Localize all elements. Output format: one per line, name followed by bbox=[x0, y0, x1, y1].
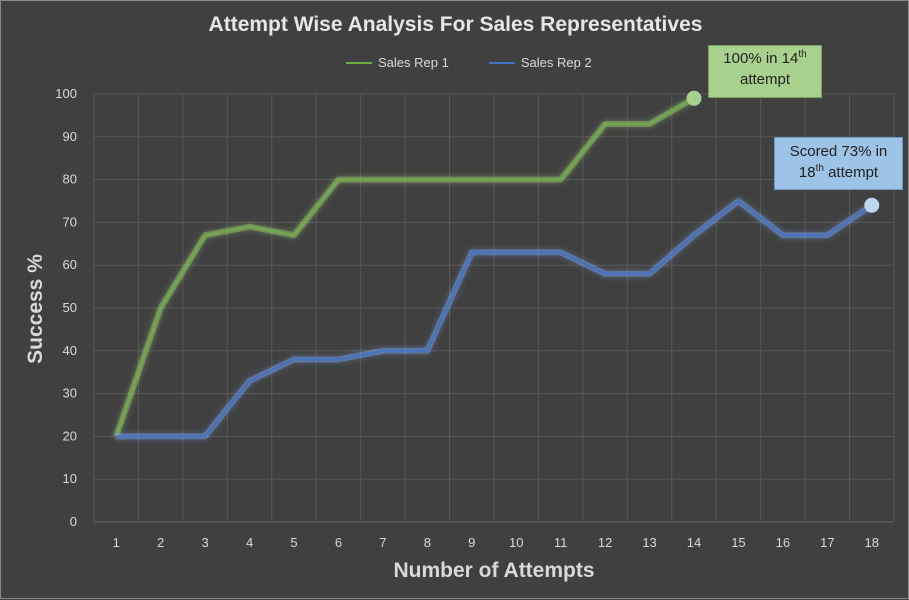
y-tick-label: 60 bbox=[63, 257, 77, 272]
legend-label-series-2: Sales Rep 2 bbox=[520, 55, 592, 70]
x-tick-label: 4 bbox=[246, 535, 253, 550]
highlight-marker-series-2 bbox=[864, 197, 880, 213]
x-tick-label: 11 bbox=[554, 535, 568, 550]
annotation-rep1-sup: th bbox=[798, 49, 807, 60]
legend-label-series-1: Sales Rep 1 bbox=[378, 55, 449, 70]
y-tick-label: 100 bbox=[55, 86, 77, 101]
legend-swatch-series-1 bbox=[346, 61, 372, 64]
x-tick-label: 18 bbox=[865, 535, 879, 550]
x-tick-label: 13 bbox=[642, 535, 656, 550]
annotation-callout-rep2: Scored 73% in 18th attempt bbox=[774, 137, 903, 190]
chart-legend: Sales Rep 1 Sales Rep 2 bbox=[346, 55, 592, 70]
x-tick-label: 10 bbox=[509, 535, 523, 550]
series-line-1 bbox=[115, 97, 695, 437]
x-tick-label: 7 bbox=[379, 535, 386, 550]
x-tick-label: 14 bbox=[687, 535, 701, 550]
highlight-marker-series-1 bbox=[686, 90, 702, 106]
annotation-rep2-sup: th bbox=[815, 163, 824, 174]
annotation-rep1-text2: attempt bbox=[739, 71, 791, 88]
y-tick-label: 0 bbox=[70, 514, 77, 529]
annotation-rep2-text: Scored 73% in bbox=[789, 143, 888, 160]
y-tick-label: 50 bbox=[63, 300, 77, 315]
x-axis-label: Number of Attempts bbox=[393, 559, 595, 582]
annotation-rep2-num: 18 bbox=[798, 164, 816, 181]
y-tick-label: 30 bbox=[63, 386, 77, 401]
y-tick-label: 70 bbox=[63, 214, 77, 229]
x-tick-label: 16 bbox=[776, 535, 790, 550]
legend-item-series-2: Sales Rep 2 bbox=[488, 55, 592, 70]
x-tick-label: 2 bbox=[157, 535, 164, 550]
y-tick-label: 40 bbox=[63, 343, 77, 358]
y-tick-label: 10 bbox=[63, 471, 77, 486]
annotation-rep2-text2: attempt bbox=[823, 164, 879, 181]
x-tick-label: 9 bbox=[468, 535, 475, 550]
x-tick-label: 3 bbox=[201, 535, 208, 550]
legend-item-series-1: Sales Rep 1 bbox=[346, 55, 449, 70]
y-tick-label: 90 bbox=[63, 129, 77, 144]
x-tick-label: 5 bbox=[290, 535, 297, 550]
annotation-rep1-text: 100% in 14 bbox=[723, 50, 799, 67]
chart-title: Attempt Wise Analysis For Sales Represen… bbox=[208, 13, 703, 36]
x-tick-label: 6 bbox=[335, 535, 342, 550]
x-tick-label: 17 bbox=[820, 535, 834, 550]
y-tick-label: 80 bbox=[63, 172, 77, 187]
series-line-2 bbox=[116, 200, 873, 438]
y-tick-label: 20 bbox=[63, 428, 77, 443]
x-tick-label: 1 bbox=[113, 535, 120, 550]
x-tick-label: 15 bbox=[731, 535, 745, 550]
annotation-callout-rep1: 100% in 14th attempt bbox=[708, 45, 822, 98]
x-tick-label: 8 bbox=[424, 535, 431, 550]
x-tick-label: 12 bbox=[598, 535, 612, 550]
y-axis-label: Success % bbox=[24, 254, 47, 364]
legend-swatch-series-2 bbox=[488, 61, 515, 64]
